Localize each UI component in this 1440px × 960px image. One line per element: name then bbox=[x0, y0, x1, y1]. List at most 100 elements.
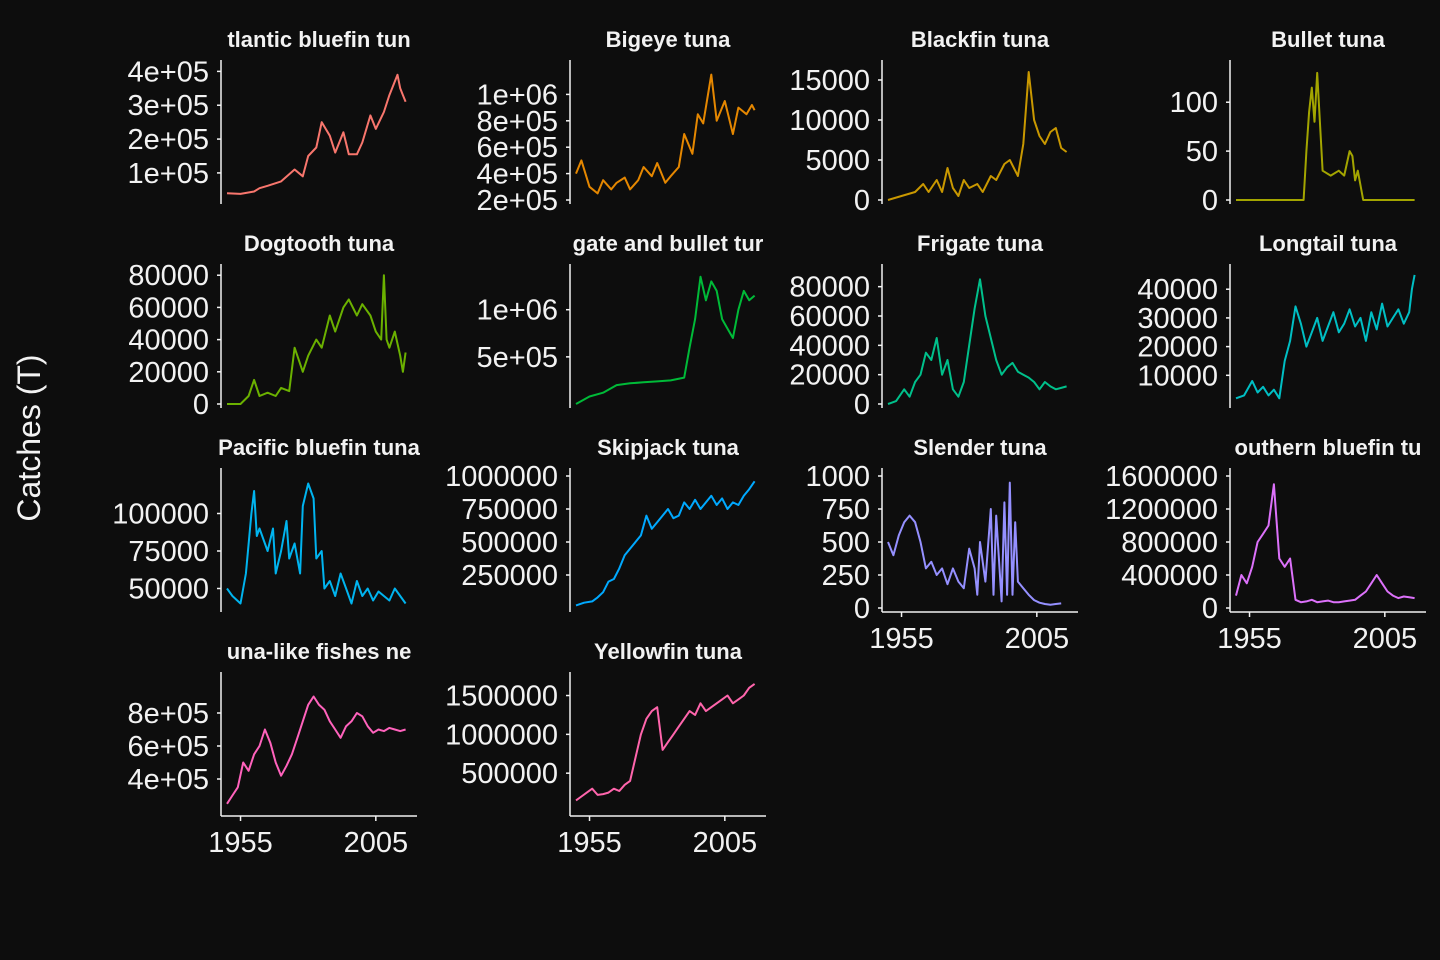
y-tick-label: 20000 bbox=[789, 360, 870, 392]
facet-panels: tlantic bluefin tun1e+052e+053e+054e+05B… bbox=[112, 27, 1426, 859]
y-tick-label: 60000 bbox=[128, 292, 209, 324]
panel-yellowfin-tuna: Yellowfin tuna 500000 1000000 1500000 1955 20… bbox=[445, 639, 766, 859]
series-line-tuna-like-fishes-nei bbox=[226, 695, 406, 805]
y-tick-label: 4e+05 bbox=[477, 159, 558, 191]
y-tick-label: 1e+06 bbox=[477, 295, 558, 327]
panel-title: Skipjack tuna bbox=[597, 435, 740, 460]
y-tick-label: 0 bbox=[854, 389, 870, 421]
series-line-bigeye-tuna bbox=[575, 73, 756, 195]
y-tick-label: 2e+05 bbox=[477, 185, 558, 217]
y-tick-label: 10000 bbox=[789, 105, 870, 137]
y-tick-label: 0 bbox=[1202, 185, 1218, 217]
y-tick-label: 0 bbox=[854, 185, 870, 217]
y-tick-label: 1e+06 bbox=[477, 79, 558, 111]
panel-title: Pacific bluefin tuna bbox=[218, 435, 420, 460]
y-tick-label: 10000 bbox=[1137, 360, 1218, 392]
series-line-yellowfin-tuna bbox=[575, 683, 756, 802]
x-tick-label: 1955 bbox=[208, 827, 273, 859]
y-tick-label: 1000 bbox=[805, 461, 870, 493]
panel-title: Slender tuna bbox=[913, 435, 1047, 460]
panel-title: gate and bullet tur bbox=[573, 231, 764, 256]
y-tick-label: 60000 bbox=[789, 301, 870, 333]
panel-title: Longtail tuna bbox=[1259, 231, 1398, 256]
panel-blackfin-tuna: Blackfin tuna 0 5000 10000 15000 bbox=[789, 27, 1068, 217]
y-tick-label: 1200000 bbox=[1105, 494, 1218, 526]
x-tick-label: 2005 bbox=[693, 827, 758, 859]
panel-title: Frigate tuna bbox=[917, 231, 1044, 256]
y-tick-label: 500000 bbox=[461, 758, 558, 790]
y-tick-label: 80000 bbox=[789, 272, 870, 304]
y-tick-label: 40000 bbox=[789, 330, 870, 362]
panel-pacific-bluefin-tuna: Pacific bluefin tuna 50000 75000 100000 bbox=[112, 435, 421, 612]
series-line-southern-bluefin-tuna bbox=[1235, 483, 1415, 604]
panel-title: Dogtooth tuna bbox=[244, 231, 395, 256]
y-tick-label: 0 bbox=[854, 593, 870, 625]
series-line-skipjack-tuna bbox=[575, 480, 756, 607]
y-tick-label: 1000000 bbox=[445, 461, 558, 493]
y-tick-label: 30000 bbox=[1137, 303, 1218, 335]
y-tick-label: 500 bbox=[822, 527, 870, 559]
y-tick-label: 1e+05 bbox=[128, 158, 209, 190]
series-line-bullet-tuna bbox=[1236, 71, 1415, 201]
y-tick-label: 5000 bbox=[805, 145, 870, 177]
series-line-frigate-tuna bbox=[887, 278, 1067, 405]
panel-title: Bigeye tuna bbox=[606, 27, 731, 52]
x-tick-label: 1955 bbox=[1217, 623, 1282, 655]
y-tick-label: 6e+05 bbox=[128, 731, 209, 763]
y-tick-label: 4e+05 bbox=[128, 56, 209, 88]
x-tick-label: 2005 bbox=[1005, 623, 1070, 655]
panel-title: Yellowfin tuna bbox=[594, 639, 743, 664]
panel-bullet-tuna: Bullet tuna 0 50 100 bbox=[1170, 27, 1415, 217]
y-tick-label: 8e+05 bbox=[128, 698, 209, 730]
series-line-frigate-and-bullet-tuna bbox=[575, 275, 756, 405]
y-tick-label: 40000 bbox=[1137, 274, 1218, 306]
y-tick-label: 0 bbox=[1202, 593, 1218, 625]
panel-title: una-like fishes ne bbox=[227, 639, 412, 664]
y-tick-label: 100 bbox=[1170, 87, 1218, 119]
y-tick-label: 8e+05 bbox=[477, 106, 558, 138]
y-tick-label: 20000 bbox=[128, 357, 209, 389]
y-tick-label: 1000000 bbox=[445, 719, 558, 751]
panel-title: tlantic bluefin tun bbox=[227, 27, 410, 52]
series-line-blackfin-tuna bbox=[887, 71, 1068, 201]
y-tick-label: 20000 bbox=[1137, 332, 1218, 364]
y-tick-label: 3e+05 bbox=[128, 90, 209, 122]
y-tick-label: 4e+05 bbox=[128, 764, 209, 796]
y-tick-label: 2e+05 bbox=[128, 124, 209, 156]
x-tick-label: 1955 bbox=[869, 623, 934, 655]
panel-southern-bluefin-tuna: outhern bluefin tu 0400000800000120000016… bbox=[1105, 435, 1426, 655]
y-tick-label: 750 bbox=[822, 494, 870, 526]
y-tick-label: 40000 bbox=[128, 325, 209, 357]
y-tick-label: 250000 bbox=[461, 560, 558, 592]
x-tick-label: 1955 bbox=[557, 827, 622, 859]
y-tick-label: 6e+05 bbox=[477, 132, 558, 164]
x-tick-label: 2005 bbox=[1353, 623, 1418, 655]
y-tick-label: 50 bbox=[1186, 136, 1218, 168]
x-tick-label: 2005 bbox=[344, 827, 409, 859]
series-line-atlantic-bluefin-tuna bbox=[226, 73, 407, 195]
series-line-longtail-tuna bbox=[1235, 274, 1416, 400]
y-tick-label: 75000 bbox=[128, 536, 209, 568]
y-axis-label: Catches (T) bbox=[11, 354, 47, 521]
y-tick-label: 50000 bbox=[128, 574, 209, 606]
y-tick-label: 800000 bbox=[1121, 527, 1218, 559]
panel-frigate-and-bullet-tuna: gate and bullet tur 5e+05 1e+06 bbox=[477, 231, 764, 408]
y-tick-label: 80000 bbox=[128, 260, 209, 292]
y-tick-label: 750000 bbox=[461, 494, 558, 526]
y-tick-label: 5e+05 bbox=[477, 342, 558, 374]
series-line-pacific-bluefin-tuna bbox=[226, 482, 407, 605]
y-tick-label: 0 bbox=[193, 389, 209, 421]
y-tick-label: 100000 bbox=[112, 499, 209, 531]
y-tick-label: 250 bbox=[822, 560, 870, 592]
y-tick-label: 500000 bbox=[461, 527, 558, 559]
series-line-slender-tuna bbox=[887, 481, 1062, 606]
y-tick-label: 400000 bbox=[1121, 560, 1218, 592]
